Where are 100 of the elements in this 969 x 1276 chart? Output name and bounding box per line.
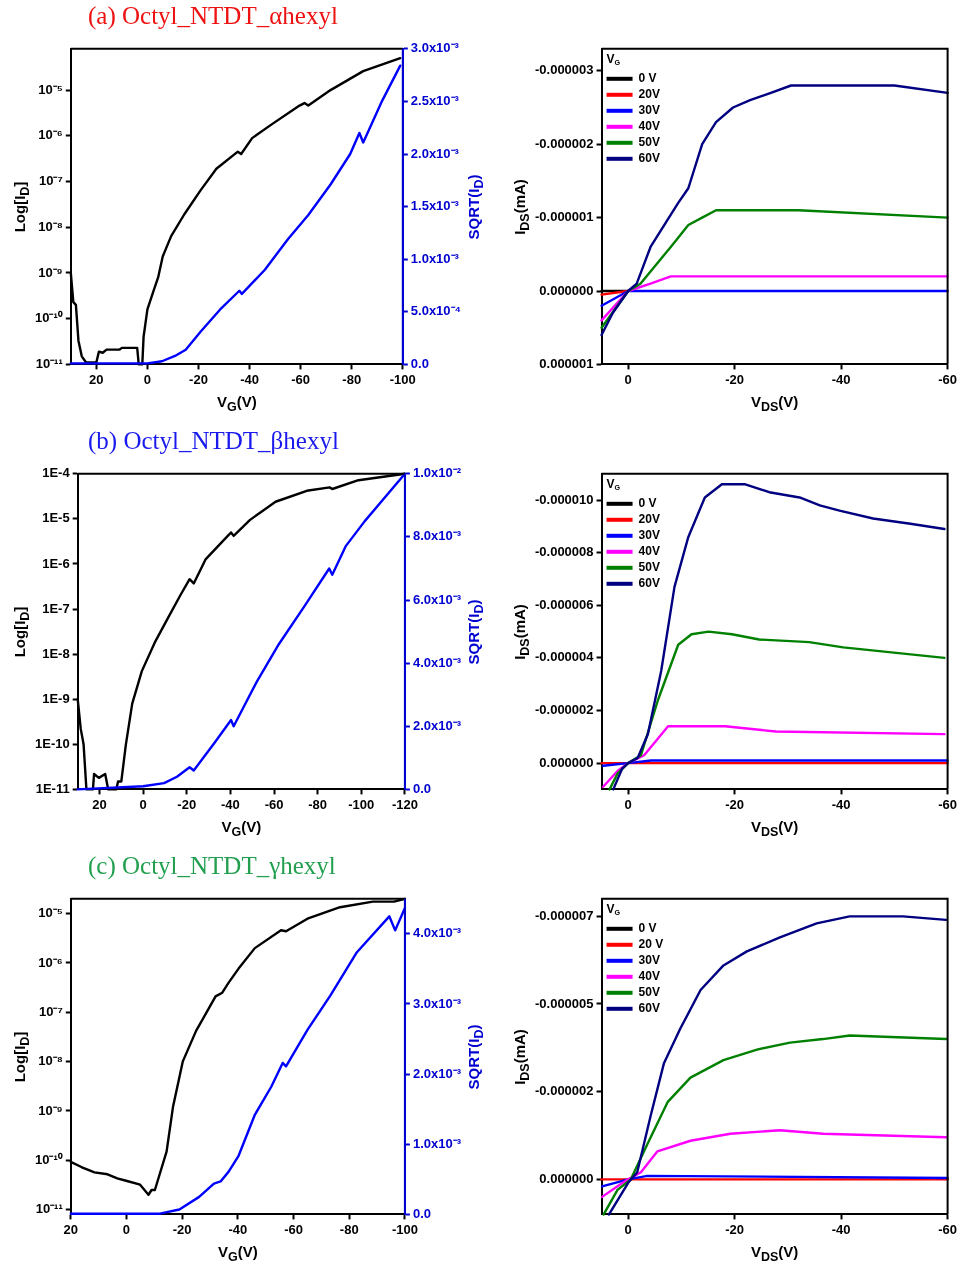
x-tick-label: 20	[92, 796, 107, 812]
y-tick-label: 0.000001	[539, 355, 594, 371]
y-tick-label: -0.000004	[534, 649, 595, 665]
legend-label: 50V	[638, 135, 660, 150]
x-tick-label: -40	[831, 1221, 851, 1237]
x-tick-label: 0	[624, 1221, 632, 1237]
y2-tick-label: 2.5x10⁻³	[410, 92, 460, 108]
y2-tick-label: 8.0x10⁻³	[412, 528, 462, 544]
y-tick-label: -0.000008	[534, 544, 594, 560]
x-tick-label: -20	[725, 1221, 745, 1237]
x-tick-label: -120	[391, 796, 418, 812]
legend-label: 0 V	[638, 71, 657, 86]
x-tick-label: -20	[172, 1221, 192, 1237]
y-tick-label: 1E-11	[35, 780, 70, 796]
y-tick-label: 0.000000	[539, 1170, 594, 1186]
y2-tick-label: 1.0x10⁻³	[410, 250, 460, 266]
legend-label: 50V	[638, 560, 660, 575]
y-tick-label: 10⁻⁵	[38, 905, 63, 921]
x-axis-title: V$_{G}$(V)	[221, 818, 262, 839]
y-tick-label: -0.000003	[534, 62, 594, 78]
legend-label: 50V	[638, 985, 660, 1000]
x-tick-label: -100	[348, 796, 375, 812]
x-tick-label: -60	[938, 796, 957, 812]
y-tick-label: 10⁻⁹	[38, 264, 63, 280]
y-tick-label: 10⁻⁶	[38, 127, 63, 143]
y-tick-label: 1E-4	[42, 465, 71, 481]
y2-tick-label: 1.5x10⁻³	[410, 198, 460, 214]
legend-label: 60V	[638, 151, 660, 166]
legend-label: 20V	[638, 87, 660, 102]
x-tick-label: -20	[189, 371, 208, 387]
x-tick-label: -80	[308, 796, 328, 812]
y2-tick-label: 6.0x10⁻³	[412, 591, 462, 607]
x-tick-label: -100	[389, 371, 416, 387]
y-tick-label: 10⁻⁷	[38, 1003, 63, 1019]
y-tick-label: 1E-9	[42, 690, 70, 706]
y2-tick-label: 2.0x10⁻³	[412, 1065, 462, 1081]
y-tick-label: -0.000005	[534, 995, 594, 1011]
x-tick-label: -60	[291, 371, 311, 387]
x-tick-label: 0	[143, 371, 152, 387]
y-tick-label: 1E-8	[42, 645, 70, 661]
y-tick-label: 0.000000	[539, 754, 594, 770]
legend-label: 30V	[638, 953, 660, 968]
x-axis-title: V$_{G}$(V)	[217, 1243, 258, 1264]
y-tick-label: 10⁻¹⁰	[34, 1151, 63, 1167]
y-tick-label: 1E-5	[42, 510, 70, 526]
legend-label: 20 V	[638, 937, 664, 952]
x-tick-label: 0	[624, 371, 632, 387]
y-tick-label: 10⁻¹¹	[35, 355, 63, 371]
legend-label: 30V	[638, 103, 660, 118]
y2-tick-label: 4.0x10⁻³	[412, 925, 462, 941]
x-tick-label: 0	[624, 796, 632, 812]
y-tick-label: 10⁻¹¹	[35, 1201, 63, 1217]
x-tick-label: 0	[122, 1221, 131, 1237]
y-tick-label: 0.000000	[539, 282, 594, 298]
chart-title: (a) Octyl_NTDT_αhexyl	[88, 2, 338, 30]
y-tick-label: -0.000002	[534, 1083, 594, 1099]
x-tick-label: -40	[831, 371, 851, 387]
legend-label: 60V	[638, 576, 660, 591]
y2-tick-label: 2.0x10⁻³	[412, 717, 462, 733]
x-tick-label: -40	[831, 796, 851, 812]
y2-tick-label: 1.0x10⁻³	[412, 1135, 462, 1151]
x-tick-label: -40	[240, 371, 259, 387]
y-tick-label: -0.000002	[534, 702, 594, 718]
y-tick-label: 10⁻⁸	[38, 218, 63, 234]
x-axis-title: V$_{DS}$(V)	[750, 1243, 799, 1264]
y2-tick-label: 5.0x10⁻⁴	[410, 303, 462, 319]
x-tick-label: -60	[938, 371, 957, 387]
legend-label: 40V	[638, 544, 660, 559]
legend-label: 0 V	[638, 496, 657, 511]
x-tick-label: 20	[89, 371, 104, 387]
legend-label: 40V	[638, 969, 660, 984]
y-tick-label: 10⁻⁹	[38, 1102, 63, 1118]
x-tick-label: -20	[725, 371, 745, 387]
y2-tick-label: 0.0	[410, 355, 429, 371]
x-tick-label: -40	[220, 796, 240, 812]
legend-label: 0 V	[638, 921, 657, 936]
y-tick-label: -0.000006	[534, 596, 594, 612]
chart-title: (b) Octyl_NTDT_βhexyl	[88, 427, 339, 455]
y2-tick-label: 3.0x10⁻³	[410, 40, 460, 56]
x-tick-label: -40	[228, 1221, 248, 1237]
y-tick-label: -0.000010	[534, 491, 594, 507]
x-tick-label: -20	[177, 796, 197, 812]
y2-tick-label: 0.0	[412, 780, 431, 796]
y-tick-label: 10⁻⁷	[38, 173, 63, 189]
y-tick-label: 1E-7	[42, 600, 70, 616]
x-axis-title: V$_{DS}$(V)	[750, 393, 799, 414]
y2-tick-label: 2.0x10⁻³	[410, 145, 460, 161]
x-tick-label: -100	[391, 1221, 418, 1237]
x-axis-title: V$_{G}$(V)	[216, 393, 257, 414]
y2-tick-label: 1.0x10⁻²	[412, 465, 462, 481]
legend-label: 30V	[638, 528, 660, 543]
x-tick-label: -80	[342, 371, 362, 387]
x-tick-label: -60	[264, 796, 284, 812]
y2-tick-label: 0.0	[412, 1205, 431, 1221]
x-tick-label: -60	[284, 1221, 303, 1237]
x-axis-title: V$_{DS}$(V)	[750, 818, 799, 839]
y-tick-label: 10⁻¹⁰	[34, 310, 63, 326]
y-tick-label: 10⁻⁸	[38, 1053, 63, 1069]
y-tick-label: -0.000001	[534, 209, 594, 225]
y2-tick-label: 3.0x10⁻³	[412, 995, 462, 1011]
